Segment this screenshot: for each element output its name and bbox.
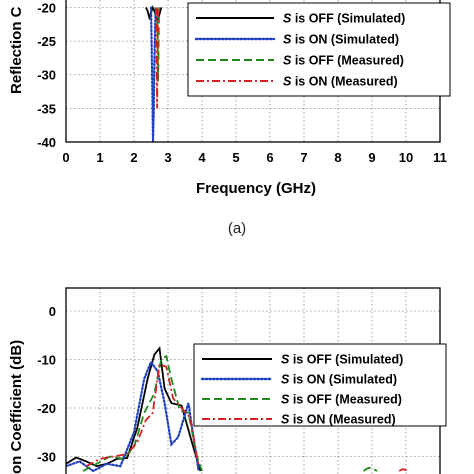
chart-a-plot-area [145, 5, 163, 142]
chart-b-ylabel: on Coefficient (dB) [8, 340, 25, 474]
series-line [149, 6, 157, 142]
y-tick-label: -20 [37, 401, 56, 416]
y-tick-label: -10 [37, 353, 56, 368]
x-tick-label: 8 [334, 150, 341, 165]
chart-a-ylabel: Reflection C [8, 6, 25, 94]
x-tick-label: 0 [62, 150, 69, 165]
x-tick-label: 2 [130, 150, 137, 165]
chart-b-grid [66, 288, 440, 474]
chart-a: Reflection C -20 -25 -30 -35 -40 0 1 2 3 4 5 6 7 8 9 1… [8, 0, 451, 237]
legend-label: S is ON (Measured) [281, 413, 396, 427]
legend-label: S is ON (Simulated) [283, 33, 399, 47]
legend-label: S is ON (Simulated) [281, 373, 397, 387]
y-tick-label: -20 [37, 0, 56, 15]
series-line [156, 7, 161, 82]
x-tick-label: 7 [300, 150, 307, 165]
chart-a-yticks: -20 -25 -30 -35 -40 [37, 0, 56, 150]
series-line [362, 466, 378, 472]
series-line [398, 468, 410, 472]
chart-b-plot-area [66, 346, 410, 473]
x-tick-label: 10 [399, 150, 413, 165]
chart-a-xticks: 0 1 2 3 4 5 6 7 8 9 10 11 [62, 150, 446, 165]
series-line [155, 7, 159, 109]
series-line [85, 363, 200, 467]
x-tick-label: 11 [433, 150, 447, 165]
y-tick-label: 0 [49, 304, 56, 319]
x-tick-label: 4 [198, 150, 206, 165]
y-tick-label: -30 [37, 450, 56, 465]
chart-b-legend: S is OFF (Simulated) S is ON (Simulated) S… [193, 343, 447, 427]
y-tick-label: -40 [37, 135, 56, 150]
legend-label: S is OFF (Measured) [283, 54, 404, 68]
y-tick-label: -35 [37, 101, 56, 116]
x-tick-label: 9 [368, 150, 375, 165]
legend-label: S is ON (Measured) [283, 75, 398, 89]
chart-a-legend: S is OFF (Simulated) S is ON (Simulated) S… [187, 2, 451, 97]
legend-label: S is OFF (Simulated) [281, 353, 403, 367]
chart-b: on Coefficient (dB) 0 -10 -20 -30 S is OFF … [8, 287, 447, 474]
y-tick-label: -30 [37, 68, 56, 83]
series-line [66, 346, 202, 472]
series-line [66, 359, 200, 473]
chart-a-caption: (a) [228, 220, 246, 237]
legend-label: S is OFF (Measured) [281, 393, 402, 407]
legend-label: S is OFF (Simulated) [283, 12, 405, 26]
x-tick-label: 5 [232, 150, 239, 165]
x-tick-label: 6 [266, 150, 273, 165]
x-tick-label: 1 [96, 150, 103, 165]
chart-b-yticks: 0 -10 -20 -30 [37, 304, 56, 465]
y-tick-label: -25 [37, 34, 56, 49]
x-tick-label: 3 [164, 150, 171, 165]
legend-box [193, 343, 447, 427]
chart-a-xlabel: Frequency (GHz) [196, 180, 316, 197]
